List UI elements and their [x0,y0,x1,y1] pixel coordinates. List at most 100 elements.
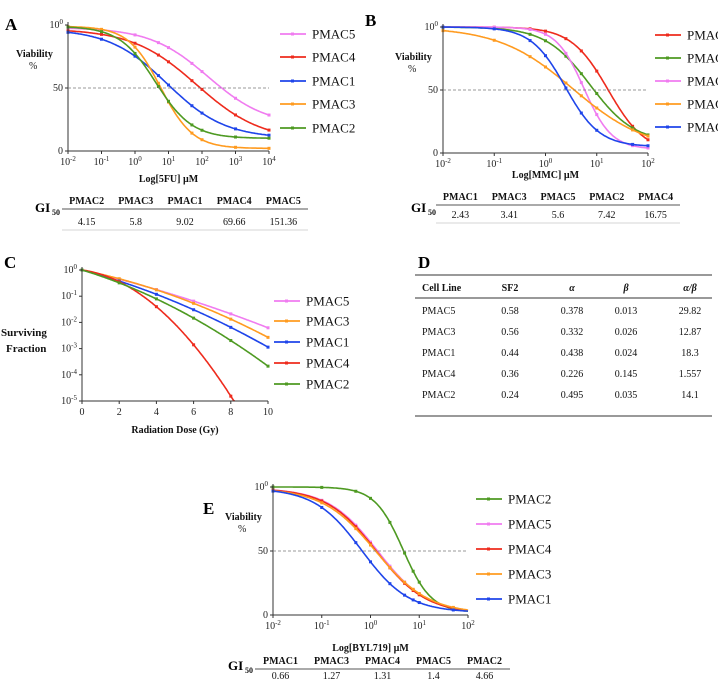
table-cell: 0.58 [501,306,519,317]
data-point-pmac1 [388,582,392,586]
legend-label-pmac1: PMAC1 [312,74,355,89]
panel-b [441,25,650,150]
legend-marker [285,382,288,386]
data-point-pmac1 [267,133,271,137]
panel-label: E [203,499,214,518]
gi50-header: PMAC2 [69,196,104,207]
table-cell: 0.145 [615,369,638,380]
x-tick-label: 102 [461,619,475,632]
table-cell: 0.495 [561,390,584,401]
legend-label-pmac2: PMAC2 [687,51,718,66]
data-point-pmac3 [451,605,455,609]
data-point-pmac2 [154,297,158,301]
x-tick-label: 2 [117,407,122,418]
data-point-pmac1 [200,111,204,115]
data-point-pmac4 [267,128,271,132]
legend-marker [291,55,294,59]
legend-label-pmac5: PMAC5 [508,517,551,532]
table-cell: 0.026 [615,327,638,338]
data-point-pmac2 [595,92,599,96]
data-point-pmac3 [388,566,392,570]
data-point-pmac5 [646,146,650,150]
data-point-pmac4 [229,394,233,398]
data-point-pmac3 [403,580,407,584]
data-point-pmac4 [190,79,194,83]
gi50-label: GI [228,658,243,673]
data-point-pmac3 [369,543,372,547]
data-point-pmac1 [417,601,421,605]
legend-label-pmac4: PMAC4 [508,542,552,557]
panel-e [271,485,469,612]
data-point-pmac2 [544,39,547,43]
legend-label-pmac3: PMAC3 [312,97,355,112]
table-header: α/β [683,283,697,294]
data-point-pmac4 [133,41,137,45]
gi50-header: PMAC5 [266,196,301,207]
table-cell: 0.44 [501,348,519,359]
y-tick-label: 0 [58,146,63,157]
data-point-pmac1 [154,292,158,296]
y-axis-label: Viability [16,49,53,60]
legend-marker [285,319,288,323]
data-point-pmac3 [133,45,137,49]
gi50-value: 4.66 [476,671,494,682]
legend-marker [666,56,669,60]
data-point-pmac5 [579,81,583,85]
data-point-pmac5 [156,41,160,45]
series-line-pmac3 [442,29,649,137]
gi50-header: PMAC4 [217,196,252,207]
x-tick-label: 10-1 [94,155,110,168]
x-tick-label: 102 [195,155,209,168]
table-header: SF2 [502,283,519,294]
data-point-pmac3 [100,27,103,31]
x-tick-label: 10 [263,407,273,418]
data-point-pmac2 [267,136,271,140]
data-point-pmac1 [411,598,415,602]
data-point-pmac1 [190,104,194,108]
data-point-pmac2 [354,489,358,493]
data-point-pmac2 [631,126,635,130]
legend-label-pmac4: PMAC4 [687,28,718,43]
gi50-value: 69.66 [223,217,246,228]
legend-marker [291,102,294,106]
y-tick-label: 100 [255,480,269,493]
y-tick-label: 0 [433,148,438,159]
data-point-pmac1 [167,83,170,87]
data-point-pmac3 [354,527,358,531]
data-point-pmac2 [579,72,583,76]
series-line-pmac4 [443,26,649,141]
gi50-value: 1.4 [427,671,440,682]
x-tick-label: 101 [413,619,427,632]
data-point-pmac4 [234,113,237,117]
y-axis-label: % [238,524,246,535]
gi50-subscript: 50 [245,666,253,675]
gi50-header: PMAC2 [589,192,624,203]
data-point-pmac3 [154,288,158,292]
data-point-pmac5 [528,28,532,32]
table-cell: 0.438 [561,348,584,359]
gi50-header: PMAC3 [314,656,349,667]
data-point-pmac5 [192,299,196,303]
data-point-pmac5 [200,70,204,74]
legend-label-pmac4: PMAC4 [312,50,356,65]
x-tick-label: 104 [262,155,276,168]
data-point-pmac3 [156,81,160,85]
data-point-pmac5 [595,113,599,117]
data-point-pmac1 [492,27,496,31]
data-point-pmac1 [528,39,532,43]
data-point-pmac2 [417,580,421,584]
table-cell: 29.82 [679,306,702,317]
data-point-pmac2 [528,32,532,36]
gi50-value: 1.31 [374,671,392,682]
data-point-pmac5 [267,113,271,117]
data-point-pmac2 [564,54,568,58]
y-axis-label: Viability [395,52,432,63]
table-cell-line: PMAC1 [422,348,455,359]
series-line-pmac2 [68,26,269,139]
gi50-header: PMAC1 [168,196,203,207]
legend-marker [285,299,288,303]
data-point-pmac1 [646,144,650,148]
y-tick-label: 10-2 [61,315,77,328]
data-point-pmac3 [492,38,496,42]
data-point-pmac2 [133,51,137,55]
